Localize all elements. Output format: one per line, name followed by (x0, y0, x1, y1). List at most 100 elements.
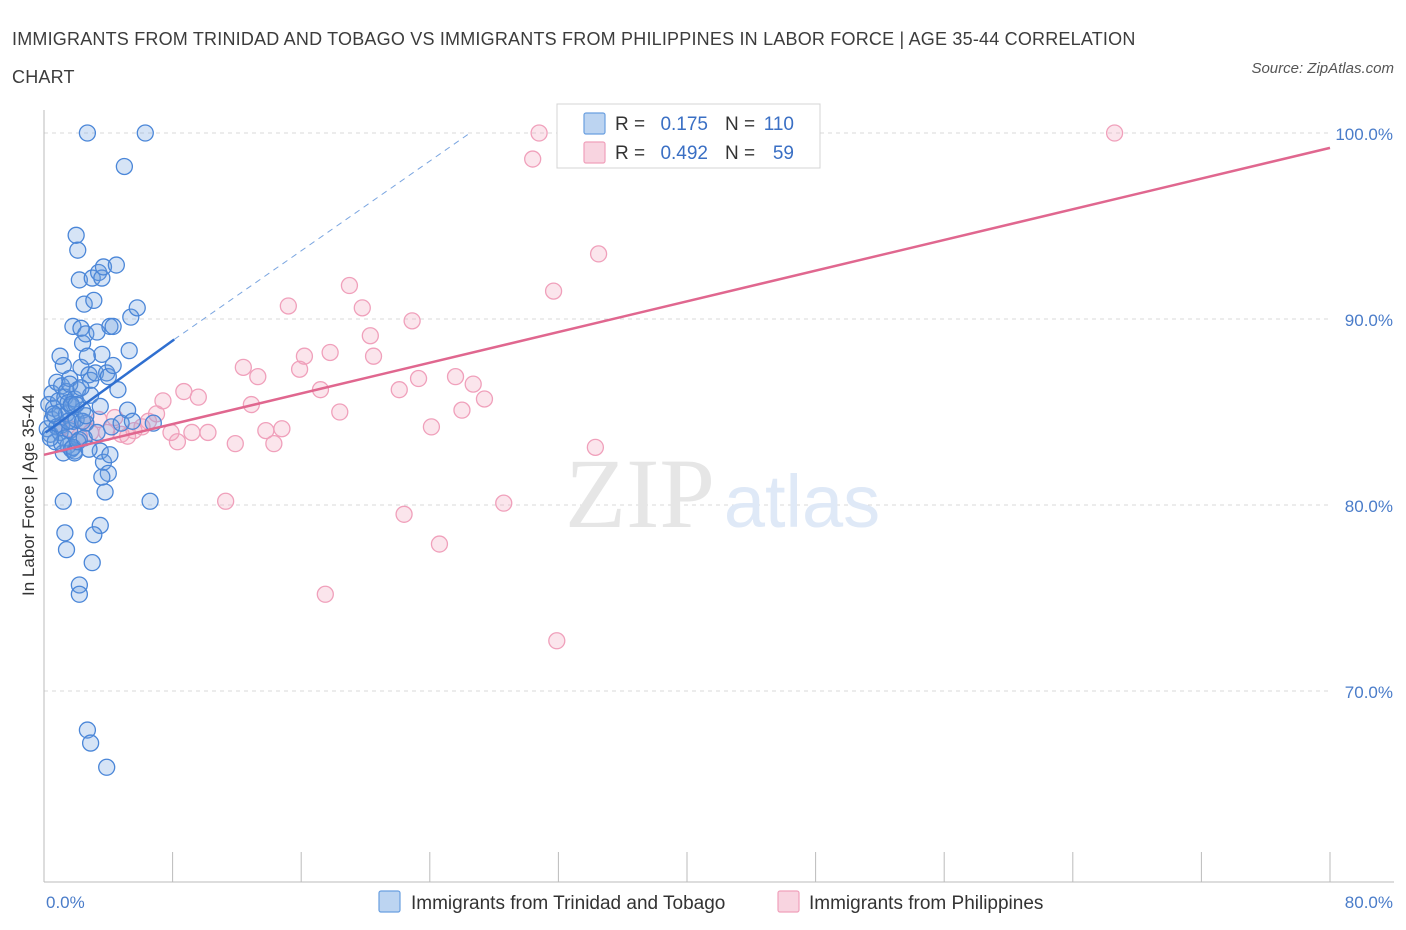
trinidad-point (54, 492, 72, 510)
axes (43, 110, 1394, 883)
bottom-legend: Immigrants from Trinidad and Tobago Immig… (378, 890, 1043, 914)
philippines-point (453, 401, 471, 419)
trinidad-point (81, 734, 100, 752)
grid-lines (44, 132, 1330, 692)
philippines-point (464, 375, 482, 393)
trinidad-point (115, 157, 134, 176)
trinidad-point (93, 345, 111, 363)
trinidad-point (70, 576, 89, 594)
philippines-point (495, 494, 513, 512)
philippines-point (183, 423, 201, 442)
philippines-point (430, 535, 449, 553)
philippines-point (475, 390, 494, 408)
philippines-point (395, 505, 413, 523)
trinidad-point (98, 758, 116, 776)
legend-n-label: N = (725, 114, 755, 135)
trinidad-point (93, 468, 111, 486)
trinidad-point (41, 429, 60, 447)
philippines-point (273, 420, 291, 438)
trinidad-point (101, 446, 119, 464)
philippines-point (189, 388, 207, 406)
trinidad-point (56, 524, 74, 542)
trinidad-point (75, 295, 93, 313)
trinidad-point (85, 291, 103, 310)
correlation-legend: R = 0.175 N = 110 R = 0.492 N = 59 (556, 103, 821, 169)
x-tick-label: 80.0% (1345, 893, 1393, 912)
legend-swatch (583, 141, 606, 164)
trinidad-point (123, 412, 142, 430)
philippines-point (422, 418, 441, 436)
trinidad-point (72, 379, 90, 397)
trinidad-point (44, 405, 63, 423)
y-tick-labels: 70.0% 80.0% 90.0% 100.0% (1335, 125, 1393, 702)
legend-n-label: N = (725, 143, 755, 164)
trinidad-point (91, 516, 109, 535)
y-tick-label: 90.0% (1345, 311, 1393, 330)
trinidad-point (118, 401, 137, 419)
philippines-point (295, 347, 314, 365)
trend-lines (43, 132, 1331, 456)
trinidad-point (83, 554, 101, 572)
philippines-point (226, 434, 244, 453)
bottom-legend-label: Immigrants from Philippines (809, 893, 1043, 914)
trinidad-point (120, 341, 138, 360)
source-label: Source: ZipAtlas.com (1251, 60, 1394, 77)
trinidad-point (57, 540, 76, 559)
philippines-point (279, 297, 297, 315)
trinidad-point (136, 124, 154, 142)
philippines-point (446, 368, 465, 386)
philippines-point (216, 492, 235, 510)
philippines-point (321, 343, 339, 362)
trinidad-point (69, 241, 87, 259)
trinidad-point (99, 368, 117, 386)
philippines-point (1105, 124, 1124, 142)
trinidad-point (104, 317, 122, 336)
trinidad-point (78, 347, 97, 365)
philippines-point (361, 327, 379, 345)
legend-n-value: 110 (764, 114, 794, 135)
trinidad-point (78, 124, 97, 142)
philippines-point (544, 282, 563, 300)
trinidad-point (78, 721, 97, 739)
philippines-point (290, 360, 309, 378)
trinidad-point (122, 308, 140, 326)
legend-r-value: 0.492 (660, 143, 708, 164)
bottom-legend-swatch (777, 890, 800, 913)
x-tick-labels: 0.0% 80.0% (46, 893, 1393, 912)
series-philippines-points (53, 124, 1124, 650)
trinidad-point (67, 226, 85, 244)
trinidad-point (73, 334, 92, 352)
watermark: ZIP atlas (565, 438, 880, 549)
philippines-point (530, 124, 548, 142)
trinidad-point (61, 375, 79, 393)
y-tick-label: 70.0% (1345, 683, 1393, 702)
series-trinidad-points (38, 124, 162, 776)
philippines-point (586, 438, 605, 456)
chart-title: IMMIGRANTS FROM TRINIDAD AND TOBAGO VS I… (12, 29, 1136, 87)
philippines-point (524, 150, 542, 168)
trinidad-point (104, 356, 122, 375)
philippines-point (175, 382, 193, 401)
trinidad-point (107, 256, 125, 274)
philippines-point (589, 245, 608, 263)
bottom-legend-swatch (378, 890, 401, 913)
philippines-point (340, 276, 359, 295)
philippines-point (316, 585, 334, 603)
philippines-point (331, 403, 349, 421)
philippines-point (353, 299, 371, 317)
philippines-point (403, 312, 421, 330)
trinidad-point (141, 492, 159, 510)
philippines-trend-line (43, 146, 1331, 456)
y-tick-label: 100.0% (1335, 125, 1393, 144)
trinidad-point (77, 407, 95, 425)
trinidad-point (88, 423, 106, 442)
philippines-point (154, 392, 172, 410)
watermark-atlas: atlas (724, 460, 880, 543)
legend-n-value: 59 (773, 143, 794, 164)
philippines-point (168, 433, 187, 451)
trinidad-trend-extension (173, 132, 471, 340)
legend-r-value: 0.175 (660, 114, 708, 135)
y-axis-title: In Labor Force | Age 35-44 (19, 394, 38, 596)
trinidad-point (94, 258, 113, 276)
